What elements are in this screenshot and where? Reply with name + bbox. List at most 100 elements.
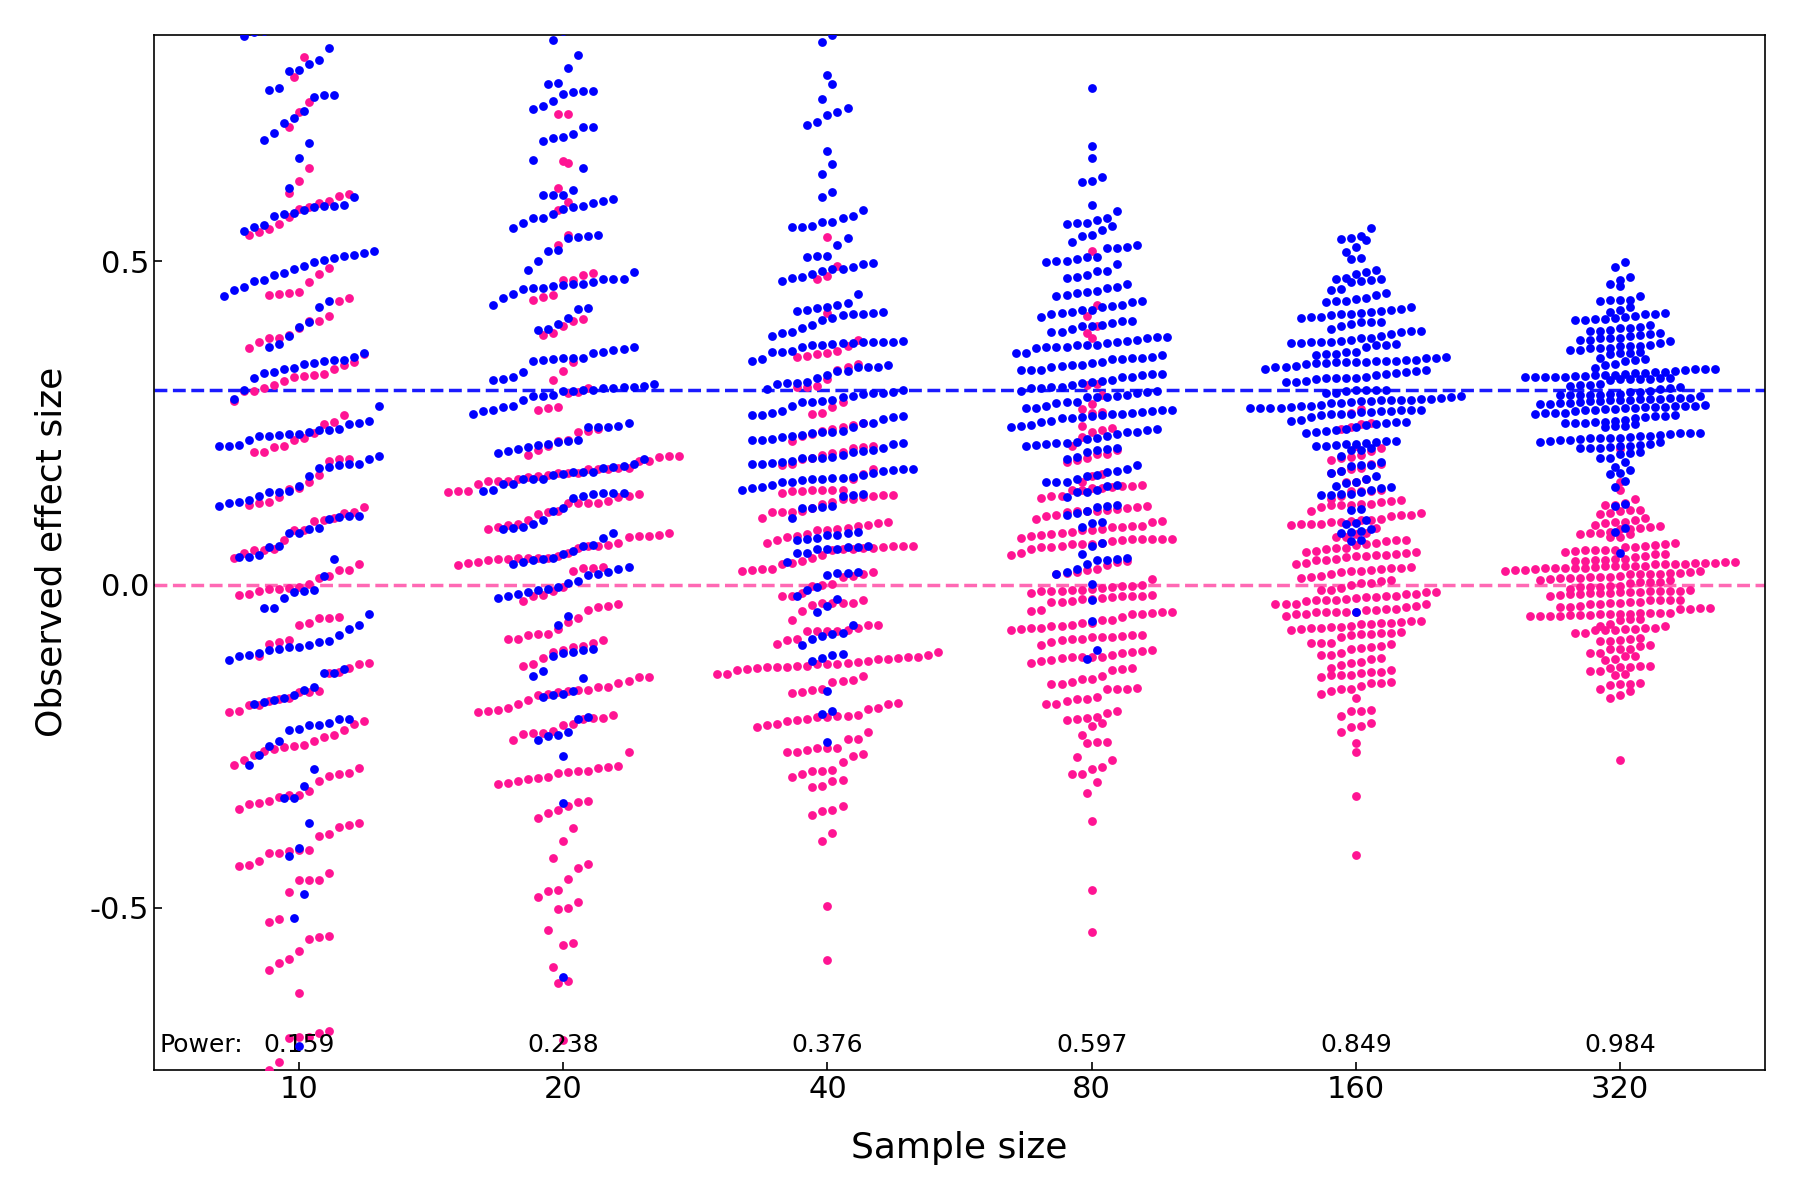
Point [560,348,589,367]
Point [828,644,857,664]
Point [304,50,333,70]
Point [1138,365,1166,384]
Point [772,743,801,762]
Point [484,443,513,462]
Point [778,587,806,606]
Point [1118,349,1147,368]
Point [1147,346,1175,365]
Point [254,1061,283,1080]
Point [1093,444,1121,463]
Point [1611,352,1640,371]
Point [1346,391,1375,410]
Point [1118,605,1147,624]
Point [803,602,832,622]
Point [538,349,567,368]
Point [783,527,812,546]
Point [1336,403,1364,422]
Point [817,397,846,416]
Point [1321,476,1350,496]
Point [270,264,299,283]
Point [340,714,369,733]
Point [275,1114,304,1133]
Point [529,661,558,680]
Point [997,620,1026,640]
Point [295,683,324,702]
Point [1600,512,1629,532]
Point [220,755,248,774]
Point [560,934,589,953]
Point [1336,250,1364,269]
Point [1366,452,1395,472]
Point [301,366,329,385]
Point [808,310,837,329]
Point [569,709,598,728]
Point [254,337,283,356]
Point [797,335,826,354]
Point [853,652,882,671]
Point [1346,638,1375,658]
Point [1123,235,1152,254]
Point [1352,469,1381,488]
Point [1580,413,1609,432]
Point [524,548,553,568]
Point [1366,613,1395,632]
Point [290,680,319,700]
Point [794,116,823,136]
Point [1361,336,1390,355]
Point [1361,286,1390,305]
Point [1575,322,1604,341]
Point [833,523,862,542]
Point [563,300,592,319]
Point [1316,496,1345,515]
Point [1076,79,1105,98]
Point [329,0,358,10]
Point [1107,607,1136,626]
Point [1595,605,1624,624]
Point [747,454,776,473]
Point [340,348,369,367]
Point [1057,436,1085,455]
Point [794,377,823,396]
Point [295,467,324,486]
Point [1102,702,1130,721]
Point [1357,510,1386,529]
Point [1600,412,1629,431]
Point [803,622,832,641]
Point [1372,335,1400,354]
Point [1087,385,1116,404]
Point [1098,518,1127,538]
Point [1606,439,1634,458]
Point [1256,398,1285,418]
Point [839,469,868,488]
Point [1341,742,1370,761]
Point [554,762,583,781]
Point [1535,570,1564,589]
Point [504,629,533,648]
Point [580,343,608,362]
Point [284,425,313,444]
Point [1132,420,1161,439]
Point [808,480,837,499]
Point [1310,384,1339,403]
Point [563,859,592,878]
Point [259,437,288,456]
Point [817,443,846,462]
Point [1053,452,1082,472]
Point [1276,397,1305,416]
Point [1447,386,1476,406]
Point [1087,512,1116,532]
Point [509,391,538,410]
Point [1082,559,1111,578]
Point [1681,360,1710,379]
Point [1073,560,1102,580]
Point [535,319,563,338]
Point [817,594,846,613]
Point [803,521,832,540]
Point [229,26,257,46]
Point [1107,367,1136,386]
Point [1310,436,1339,455]
Point [889,433,918,452]
Point [538,848,567,868]
Point [509,469,538,488]
Point [1310,590,1339,610]
